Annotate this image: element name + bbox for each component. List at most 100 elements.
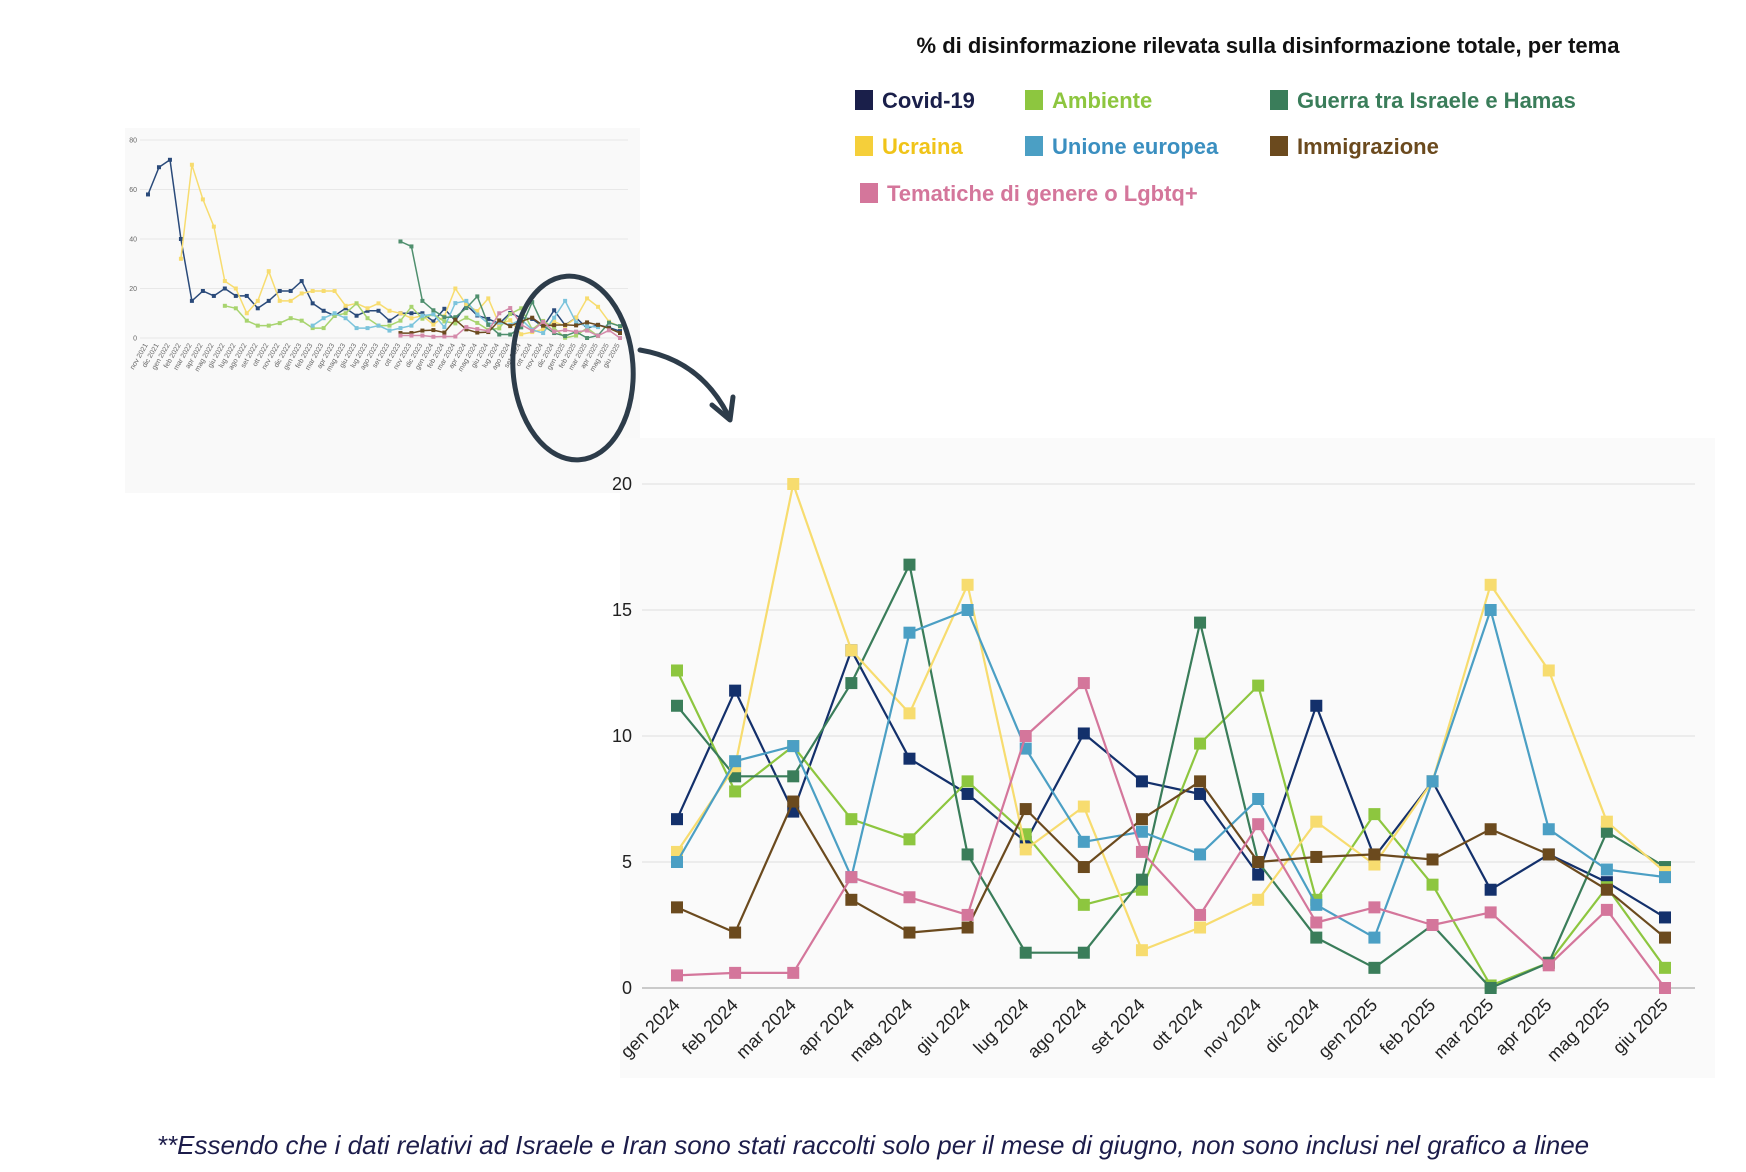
overview-data-point	[332, 313, 337, 318]
overview-data-point	[486, 296, 491, 301]
overview-data-point	[453, 334, 458, 339]
overview-data-point	[189, 298, 194, 303]
data-point	[1135, 813, 1148, 826]
overview-data-point	[574, 323, 579, 328]
overview-data-point	[552, 325, 557, 330]
overview-data-point	[519, 325, 524, 330]
series-line	[676, 608, 1666, 939]
data-point	[1194, 616, 1207, 629]
data-point	[671, 901, 683, 914]
zoom-arrow	[637, 347, 731, 418]
overview-y-tick-label: 40	[129, 237, 137, 244]
data-point	[1600, 825, 1613, 838]
data-point	[1194, 737, 1207, 750]
legend-label: Immigrazione	[1297, 134, 1439, 159]
data-point	[729, 966, 742, 979]
overview-data-point	[343, 306, 348, 311]
overview-data-point	[288, 288, 293, 293]
data-point	[1542, 664, 1555, 677]
overview-data-point	[464, 306, 469, 311]
overview-data-point	[420, 311, 425, 316]
data-point	[845, 813, 858, 826]
footnote: **Essendo che i dati relativi ad Israele…	[156, 1130, 1590, 1160]
overview-data-point	[585, 320, 590, 325]
overview-data-point	[332, 311, 337, 316]
data-point	[1368, 901, 1381, 914]
legend-label: Ambiente	[1052, 88, 1152, 113]
data-point	[1426, 919, 1439, 931]
overview-data-point	[299, 279, 304, 284]
overview-data-point	[497, 332, 502, 337]
overview-data-point	[464, 325, 469, 330]
overview-data-point	[310, 323, 315, 328]
overview-data-point	[464, 298, 469, 303]
overview-data-point	[277, 321, 282, 326]
data-point	[1135, 873, 1148, 886]
overview-data-point	[387, 323, 392, 328]
data-point	[671, 699, 683, 712]
overview-data-point	[530, 315, 535, 320]
overview-data-point	[343, 303, 348, 308]
overview-data-point	[475, 312, 480, 317]
data-point	[1310, 850, 1323, 863]
series-tematiche-di-genere-o-lgbtq	[671, 677, 1671, 994]
overview-data-point	[453, 321, 458, 326]
data-point	[1077, 946, 1090, 959]
overview-data-point	[409, 304, 414, 309]
legend-item-ambiente: Ambiente	[1025, 88, 1152, 113]
data-point	[729, 770, 742, 783]
data-point	[1659, 961, 1671, 974]
overview-data-point	[431, 319, 436, 324]
overview-data-point	[409, 311, 414, 316]
overview-data-point	[508, 318, 513, 323]
overview-y-tick-label: 20	[129, 286, 137, 293]
legend-swatch	[855, 90, 873, 110]
overview-data-point	[541, 331, 546, 336]
data-point	[1194, 848, 1207, 861]
data-point	[1426, 878, 1439, 891]
overview-data-point	[222, 279, 227, 284]
data-point	[1310, 931, 1323, 944]
data-point	[1600, 863, 1613, 876]
overview-data-point	[233, 306, 238, 311]
overview-data-point	[486, 322, 491, 327]
overview-data-point	[618, 324, 622, 329]
series-line	[676, 482, 1666, 952]
overview-data-point	[585, 336, 590, 340]
legend-label: Ucraina	[882, 134, 963, 159]
overview-data-point	[398, 326, 403, 331]
overview-data-point	[365, 308, 370, 313]
data-point	[1135, 944, 1148, 957]
overview-data-point	[266, 298, 271, 303]
overview-data-point	[310, 326, 315, 331]
overview-data-point	[442, 319, 447, 324]
overview-data-point	[618, 331, 622, 336]
data-point	[671, 969, 683, 982]
overview-data-point	[332, 288, 337, 293]
overview-data-point	[585, 328, 590, 333]
overview-data-point	[453, 315, 458, 320]
data-point	[903, 926, 916, 939]
y-tick-label: 5	[622, 852, 632, 872]
data-point	[903, 558, 916, 571]
data-point	[961, 604, 974, 616]
data-point	[1484, 604, 1497, 616]
detail-background	[620, 438, 1715, 1078]
overview-data-point	[178, 237, 183, 241]
data-point	[1484, 906, 1497, 919]
overview-y-tick-label: 0	[133, 336, 137, 343]
overview-data-point	[475, 327, 480, 332]
legend-label: Guerra tra Israele e Hamas	[1297, 88, 1576, 113]
overview-data-point	[453, 317, 458, 322]
legend-item-immigrazione: Immigrazione	[1270, 134, 1439, 159]
data-point	[1019, 730, 1032, 742]
data-point	[1310, 898, 1323, 911]
data-point	[1077, 861, 1090, 874]
overview-data-point	[321, 288, 326, 293]
data-point	[1019, 946, 1032, 959]
legend-label: Covid-19	[882, 88, 975, 113]
data-point	[1659, 982, 1671, 994]
overview-data-point	[508, 306, 513, 311]
data-point	[961, 578, 974, 591]
overview-data-point	[607, 328, 612, 333]
